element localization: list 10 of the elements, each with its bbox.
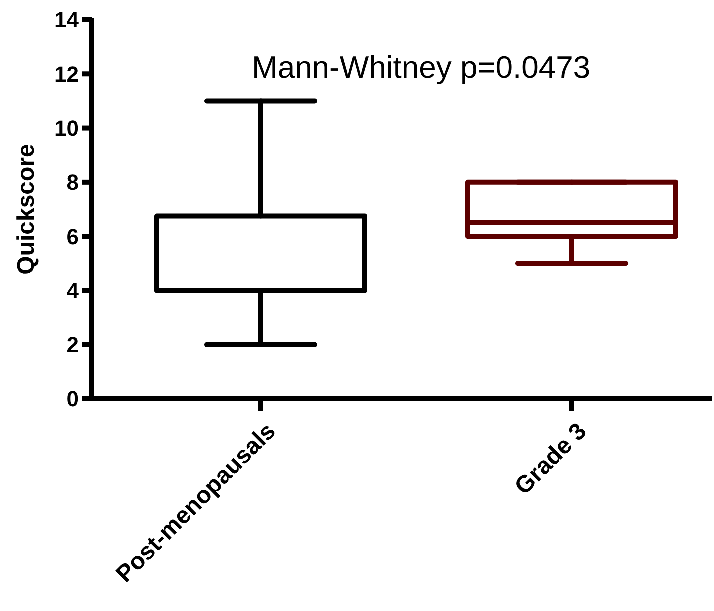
y-axis-title: Quickscore	[13, 144, 40, 275]
y-tick-label: 12	[54, 62, 79, 87]
y-tick-label: 6	[66, 224, 79, 250]
y-tick-label: 4	[66, 278, 80, 304]
annotation: Mann-Whitney p=0.0473	[252, 50, 591, 85]
y-tick-label: 0	[66, 386, 79, 412]
y-tick-label: 10	[54, 116, 79, 141]
y-tick-label: 8	[66, 170, 79, 196]
y-tick-label: 14	[54, 8, 80, 33]
y-tick-label: 2	[66, 332, 79, 358]
